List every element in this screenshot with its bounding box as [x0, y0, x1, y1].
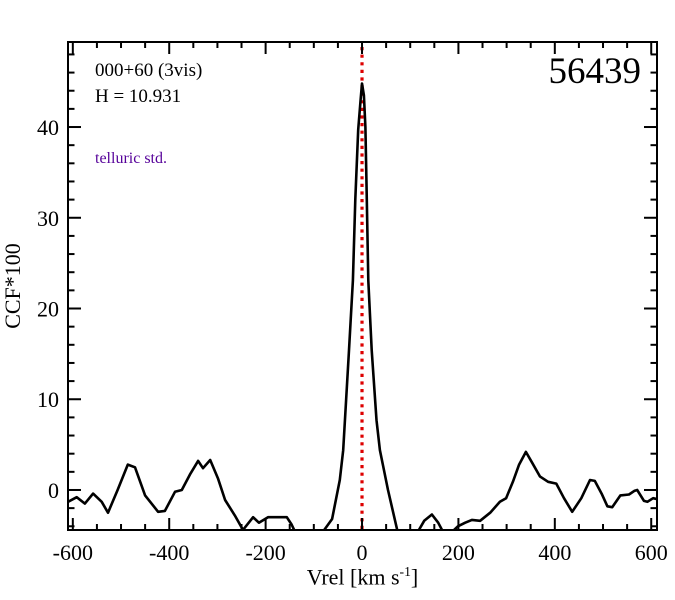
telluric-standard-label: telluric std. — [95, 150, 167, 167]
x-axis-title-superscript: -1 — [399, 564, 411, 579]
y-tick-label: 0 — [48, 478, 59, 503]
object-id-label: 000+60 (3vis) — [95, 60, 203, 81]
x-tick-label: -600 — [53, 540, 93, 565]
plot-frame — [67, 41, 658, 531]
h-magnitude-label: H = 10.931 — [95, 86, 182, 107]
y-tick-label: 30 — [37, 206, 59, 231]
y-tick-label: 10 — [37, 387, 59, 412]
x-tick-label: 400 — [538, 540, 571, 565]
ccf-curve — [68, 82, 657, 530]
x-tick-label: -200 — [245, 540, 285, 565]
x-tick-label: 600 — [635, 540, 668, 565]
x-tick-label: -400 — [149, 540, 189, 565]
x-tick-label: 0 — [357, 540, 368, 565]
y-tick-label: 20 — [37, 297, 59, 322]
x-axis-title: Vrel [km s-1] — [0, 564, 675, 590]
y-tick-label: 40 — [37, 115, 59, 140]
y-axis-title: CCF*100 — [0, 243, 25, 329]
x-axis-title-main: Vrel [km s — [306, 564, 400, 590]
mjd-label: 56439 — [548, 51, 642, 92]
x-tick-label: 200 — [442, 540, 475, 565]
x-axis-title-close: ] — [410, 564, 419, 590]
